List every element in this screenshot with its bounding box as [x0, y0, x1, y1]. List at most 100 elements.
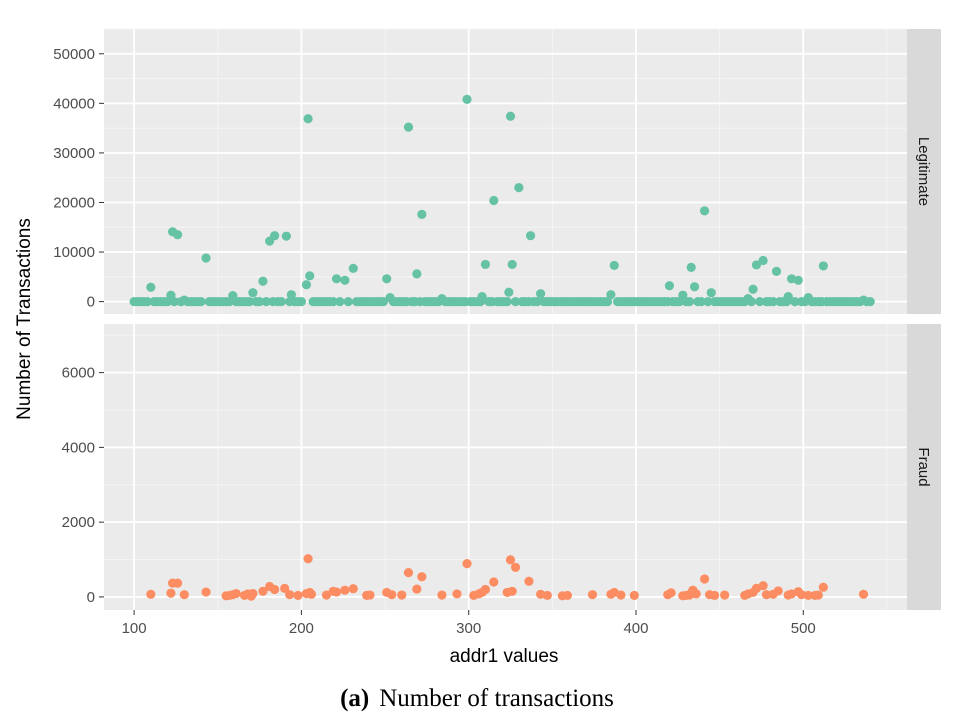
figure-caption: (a) Number of transactions	[340, 685, 614, 712]
panel-background	[104, 324, 907, 610]
data-point	[261, 297, 271, 307]
data-point	[462, 94, 472, 104]
data-point	[477, 292, 487, 302]
data-point	[301, 280, 312, 290]
data-point	[684, 297, 695, 307]
data-point	[699, 574, 710, 584]
data-point	[507, 259, 517, 270]
data-point	[286, 290, 296, 300]
data-point	[321, 590, 332, 600]
data-point	[489, 195, 499, 206]
data-point	[331, 587, 342, 597]
data-point	[285, 590, 295, 600]
data-point	[281, 231, 291, 241]
data-point	[169, 297, 179, 307]
data-point	[231, 588, 241, 599]
y-tick-label: 0	[87, 589, 95, 606]
facet-strip-label: Fraud	[915, 447, 932, 486]
data-point	[532, 297, 542, 307]
data-point	[166, 588, 176, 598]
data-point	[504, 287, 514, 297]
data-point	[276, 297, 286, 307]
y-tick-label: 20000	[53, 194, 95, 211]
data-point	[758, 255, 768, 266]
data-point	[746, 297, 757, 307]
x-tick-label: 300	[456, 620, 481, 637]
data-point	[703, 297, 713, 307]
data-point	[303, 114, 313, 124]
x-tick-label: 500	[791, 620, 816, 637]
panel-legitimate	[104, 28, 907, 314]
data-point	[587, 590, 598, 600]
data-point	[797, 590, 807, 600]
data-point	[790, 297, 800, 307]
data-point	[280, 583, 290, 593]
data-point	[201, 587, 211, 597]
data-point	[437, 590, 447, 600]
data-point	[696, 297, 706, 307]
data-point	[296, 297, 307, 307]
y-axis-title: Number of Transactions	[14, 218, 35, 420]
data-point	[720, 590, 730, 600]
data-point	[542, 590, 552, 601]
data-point	[480, 259, 491, 270]
data-point	[254, 297, 265, 307]
data-point	[502, 297, 512, 307]
data-point	[248, 588, 258, 599]
data-point	[803, 590, 813, 601]
data-point	[773, 586, 783, 596]
data-point	[244, 297, 255, 307]
data-point	[629, 590, 639, 601]
y-axes: 0 10000 20000 30000 40000 50000 0 2000 4000 6000	[53, 46, 104, 606]
data-point	[818, 582, 828, 592]
y-tick-label: 50000	[53, 46, 95, 63]
data-point	[758, 581, 768, 591]
x-axis: 100 200 300 400 500	[122, 610, 816, 637]
data-point	[606, 290, 616, 300]
data-point	[691, 589, 701, 599]
panel-background	[104, 29, 907, 314]
data-point	[771, 266, 782, 276]
data-point	[331, 274, 342, 284]
data-point	[146, 589, 156, 599]
data-point	[412, 584, 422, 594]
data-point	[306, 589, 317, 599]
data-point	[340, 585, 350, 595]
data-point	[387, 590, 397, 600]
data-point	[751, 260, 762, 270]
facet-strip	[907, 324, 941, 610]
x-axis-title: addr1 values	[450, 646, 559, 667]
facet-strip-label: Legitimate	[915, 137, 932, 206]
data-point	[755, 297, 765, 307]
data-point	[858, 589, 869, 599]
caption-label: (a)	[340, 685, 369, 712]
data-point	[452, 589, 462, 599]
data-point	[196, 297, 206, 307]
data-point	[382, 274, 392, 284]
data-point	[710, 590, 720, 601]
y-tick-label: 0	[87, 294, 95, 311]
y-tick-label: 2000	[62, 514, 95, 531]
data-point	[403, 568, 414, 578]
data-point	[664, 281, 675, 291]
data-point	[748, 284, 758, 294]
data-point	[335, 297, 345, 307]
y-tick-label: 10000	[53, 244, 95, 261]
data-point	[270, 584, 280, 595]
data-point	[768, 297, 778, 307]
data-point	[403, 122, 414, 132]
data-point	[536, 289, 546, 299]
data-point	[510, 562, 521, 572]
data-point	[248, 288, 258, 298]
data-point	[602, 297, 613, 307]
x-tick-label: 200	[289, 620, 314, 637]
facet-strips: Legitimate Fraud	[907, 29, 941, 610]
data-point	[562, 590, 572, 601]
data-point	[865, 297, 875, 307]
data-point	[616, 590, 626, 600]
y-tick-label: 4000	[62, 439, 95, 456]
data-point	[761, 590, 772, 600]
data-point	[417, 209, 427, 219]
data-point	[525, 231, 536, 241]
